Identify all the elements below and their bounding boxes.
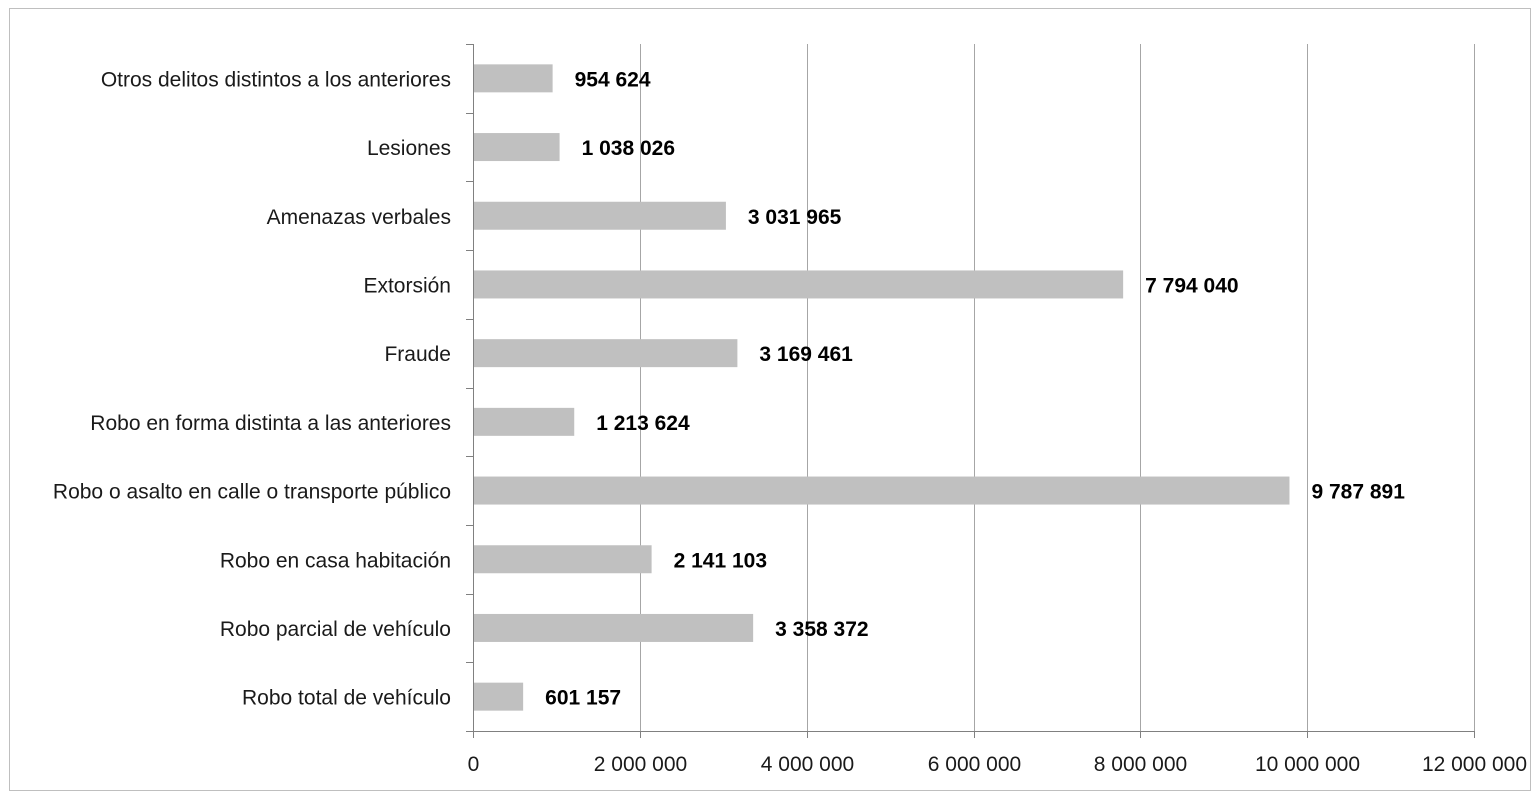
bar: [473, 476, 1290, 505]
category-label: Robo parcial de vehículo: [220, 618, 451, 641]
category-label: Amenazas verbales: [267, 206, 451, 229]
value-label: 601 157: [545, 687, 621, 710]
bar: [473, 613, 754, 642]
x-tick-label: 6 000 000: [928, 753, 1021, 776]
bar: [473, 133, 560, 162]
bar: [473, 545, 652, 574]
value-label: 1 038 026: [582, 137, 675, 160]
x-tick-label: 4 000 000: [761, 753, 854, 776]
labels: 0 2 000 000 4 000 000 6 000 000 8 000 000 10 …: [53, 68, 1527, 776]
chart-frame: [9, 8, 1531, 791]
value-label: 3 358 372: [775, 618, 868, 641]
category-label: Fraude: [384, 343, 451, 366]
category-label: Otros delitos distintos a los anteriores: [101, 68, 451, 91]
x-tick-label: 0: [468, 753, 480, 776]
bar: [473, 407, 575, 436]
bar: [473, 64, 553, 93]
axes: [466, 44, 1475, 738]
bar: [473, 270, 1124, 299]
category-label: Extorsión: [363, 274, 451, 297]
gridlines: [640, 44, 1475, 731]
category-label: Robo en casa habitación: [220, 549, 451, 572]
category-label: Robo total de vehículo: [242, 687, 451, 710]
bar: [473, 201, 726, 230]
bars: [473, 64, 1290, 711]
x-tick-label: 12 000 000: [1422, 753, 1527, 776]
value-label: 9 787 891: [1311, 481, 1405, 504]
value-label: 954 624: [575, 68, 651, 91]
category-label: Robo en forma distinta a las anteriores: [90, 412, 451, 435]
value-label: 3 169 461: [759, 343, 853, 366]
x-tick-label: 10 000 000: [1255, 753, 1360, 776]
bar: [473, 339, 738, 368]
value-label: 7 794 040: [1145, 274, 1238, 297]
category-label: Robo o asalto en calle o transporte públ…: [53, 481, 451, 504]
value-label: 2 141 103: [674, 549, 767, 572]
x-tick-label: 8 000 000: [1094, 753, 1187, 776]
value-label: 3 031 965: [748, 206, 842, 229]
bar: [473, 682, 524, 711]
value-label: 1 213 624: [596, 412, 690, 435]
x-tick-label: 2 000 000: [594, 753, 687, 776]
category-label: Lesiones: [367, 137, 451, 160]
